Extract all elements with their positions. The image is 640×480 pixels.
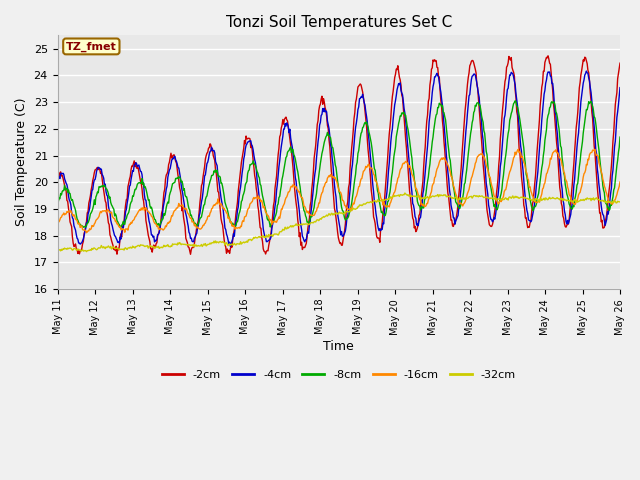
Text: TZ_fmet: TZ_fmet <box>66 41 116 51</box>
Legend: -2cm, -4cm, -8cm, -16cm, -32cm: -2cm, -4cm, -8cm, -16cm, -32cm <box>157 366 520 384</box>
X-axis label: Time: Time <box>323 340 354 353</box>
Title: Tonzi Soil Temperatures Set C: Tonzi Soil Temperatures Set C <box>226 15 452 30</box>
Y-axis label: Soil Temperature (C): Soil Temperature (C) <box>15 98 28 227</box>
